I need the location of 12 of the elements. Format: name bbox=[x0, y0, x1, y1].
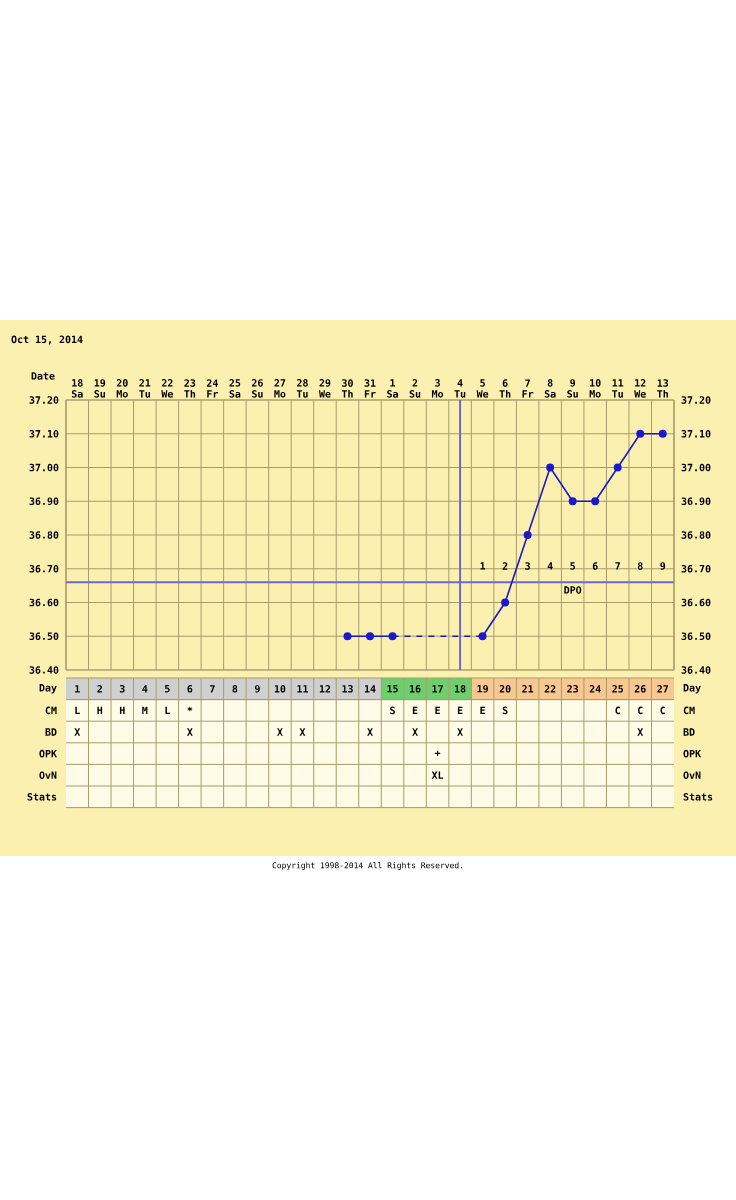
point bbox=[591, 497, 600, 506]
point bbox=[366, 632, 374, 641]
point bbox=[388, 632, 397, 641]
point bbox=[478, 632, 487, 641]
point bbox=[343, 632, 352, 641]
point bbox=[658, 429, 667, 438]
point bbox=[636, 429, 645, 438]
point bbox=[546, 463, 555, 472]
point bbox=[501, 598, 510, 607]
point bbox=[613, 463, 622, 472]
point bbox=[568, 497, 577, 506]
point bbox=[523, 531, 532, 539]
